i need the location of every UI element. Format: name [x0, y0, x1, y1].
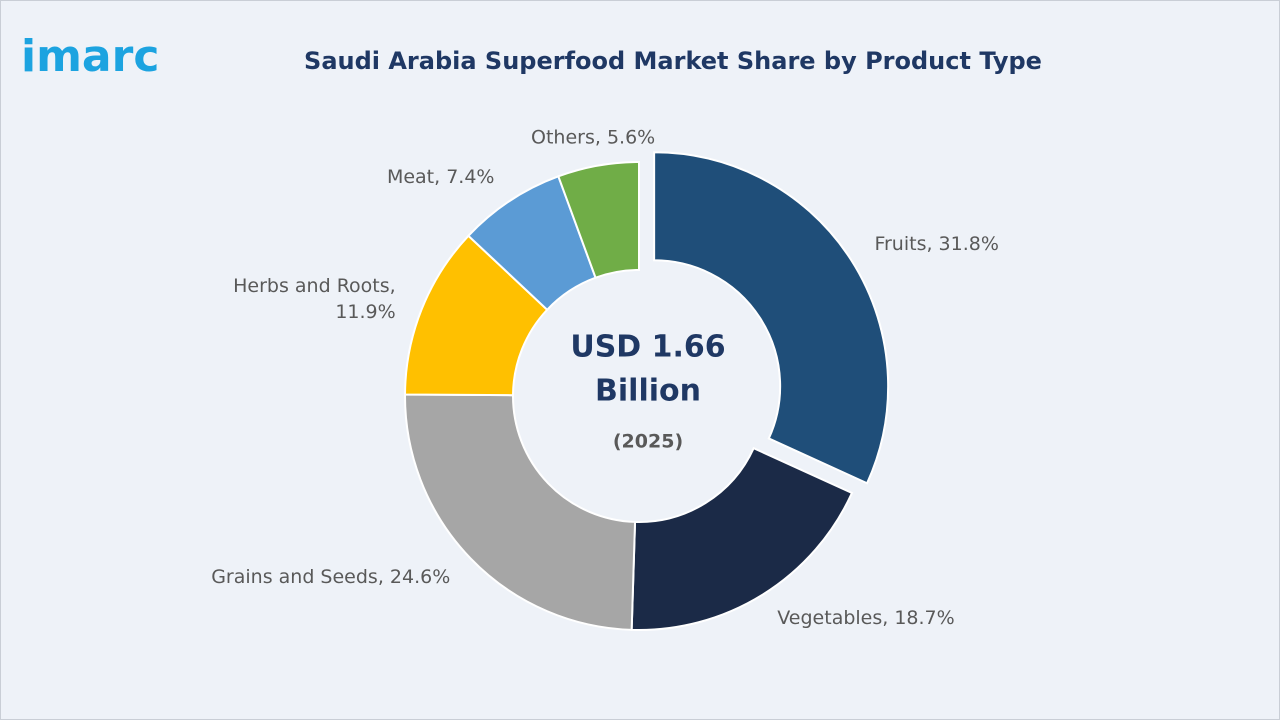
- data-label: Meat, 7.4%: [387, 166, 495, 188]
- data-label: Herbs and Roots, 11.9%: [233, 274, 396, 322]
- center-subtext: (2025): [613, 431, 683, 453]
- donut-slice: [557, 160, 640, 280]
- data-label: Fruits, 31.8%: [874, 233, 998, 255]
- data-label: Others, 5.6%: [531, 127, 655, 149]
- donut-slice: [404, 393, 637, 631]
- chart-title: Saudi Arabia Superfood Market Share by P…: [304, 47, 1042, 75]
- logo: imarc: [21, 31, 159, 82]
- donut-slice: [653, 151, 890, 485]
- center-text: Billion: [595, 374, 701, 409]
- donut-slice: [630, 446, 854, 631]
- center-text: USD 1.66: [570, 330, 725, 365]
- data-label: Grains and Seeds, 24.6%: [211, 566, 450, 588]
- data-label: Vegetables, 18.7%: [777, 607, 954, 629]
